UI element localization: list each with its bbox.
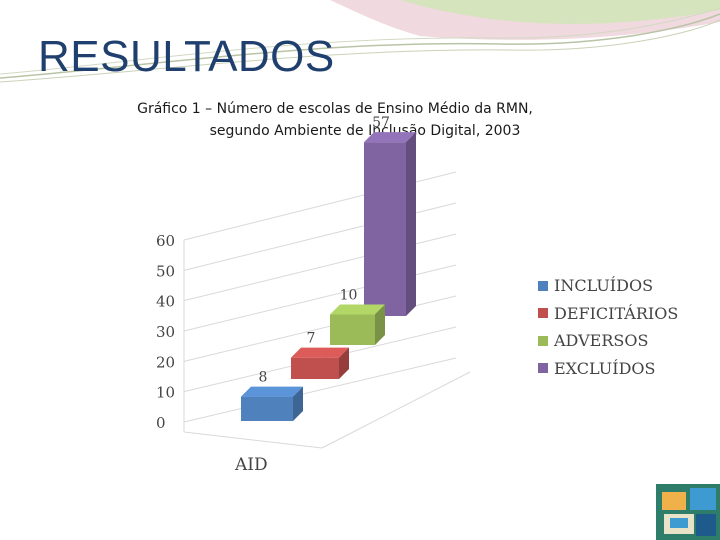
bar-front-0 <box>241 396 293 421</box>
x-category-label: AID <box>234 455 268 475</box>
y-tick-label: 30 <box>156 323 175 341</box>
legend-label-incluidos: INCLUÍDOS <box>554 276 654 296</box>
slide-title: RESULTADOS <box>38 32 335 81</box>
bar-top-1 <box>291 347 349 358</box>
bar-value-label-2: 10 <box>340 288 358 304</box>
y-tick-label: 20 <box>156 353 175 371</box>
legend-swatch-adversos <box>538 335 548 346</box>
y-tick-label: 10 <box>156 384 175 402</box>
y-tick-label: 0 <box>156 414 166 432</box>
y-tick-label: 60 <box>156 232 175 250</box>
corner-decoration-image <box>656 484 720 540</box>
bar-side-3 <box>406 132 416 316</box>
bar-top-0 <box>241 386 303 397</box>
legend-swatch-incluidos <box>538 280 548 291</box>
bar-side-1 <box>339 347 349 379</box>
legend-swatch-deficitarios <box>538 308 548 319</box>
legend-item-adversos: ADVERSOS <box>538 327 678 355</box>
legend-label-deficitarios: DEFICITÁRIOS <box>554 303 679 323</box>
y-tick-label: 40 <box>156 293 175 311</box>
legend-item-deficitarios: DEFICITÁRIOS <box>538 300 678 328</box>
floor-edge-front <box>183 431 323 449</box>
legend-item-excluidos: EXCLUÍDOS <box>538 355 678 383</box>
bar-value-label-3: 57 <box>372 115 390 131</box>
header-swoosh-decoration <box>0 0 720 83</box>
bar-value-label-0: 8 <box>259 370 268 386</box>
legend-item-incluidos: INCLUÍDOS <box>538 272 678 300</box>
floor-edge-right <box>321 371 471 449</box>
chart-title-line-1: Gráfico 1 – Número de escolas de Ensino … <box>137 101 533 117</box>
bar-top-2 <box>330 304 385 315</box>
chart-title: Gráfico 1 – Número de escolas de Ensino … <box>100 98 570 142</box>
chart-title-line-2: segundo Ambiente de Inclusão Digital, 20… <box>209 123 521 139</box>
bar-front-2 <box>330 314 375 345</box>
bar-side-2 <box>375 304 385 345</box>
bar-front-3 <box>364 142 406 316</box>
bar-value-label-1: 7 <box>307 331 316 347</box>
bar-front-1 <box>291 357 339 379</box>
chart-legend: INCLUÍDOS DEFICITÁRIOS ADVERSOS EXCLUÍDO… <box>538 272 678 382</box>
bar-top-3 <box>364 132 416 143</box>
gridline <box>183 357 457 423</box>
bar-side-0 <box>293 386 303 421</box>
legend-swatch-excluidos <box>538 363 548 374</box>
legend-label-excluidos: EXCLUÍDOS <box>554 358 656 378</box>
y-tick-label: 50 <box>156 262 175 280</box>
legend-label-adversos: ADVERSOS <box>554 331 649 351</box>
